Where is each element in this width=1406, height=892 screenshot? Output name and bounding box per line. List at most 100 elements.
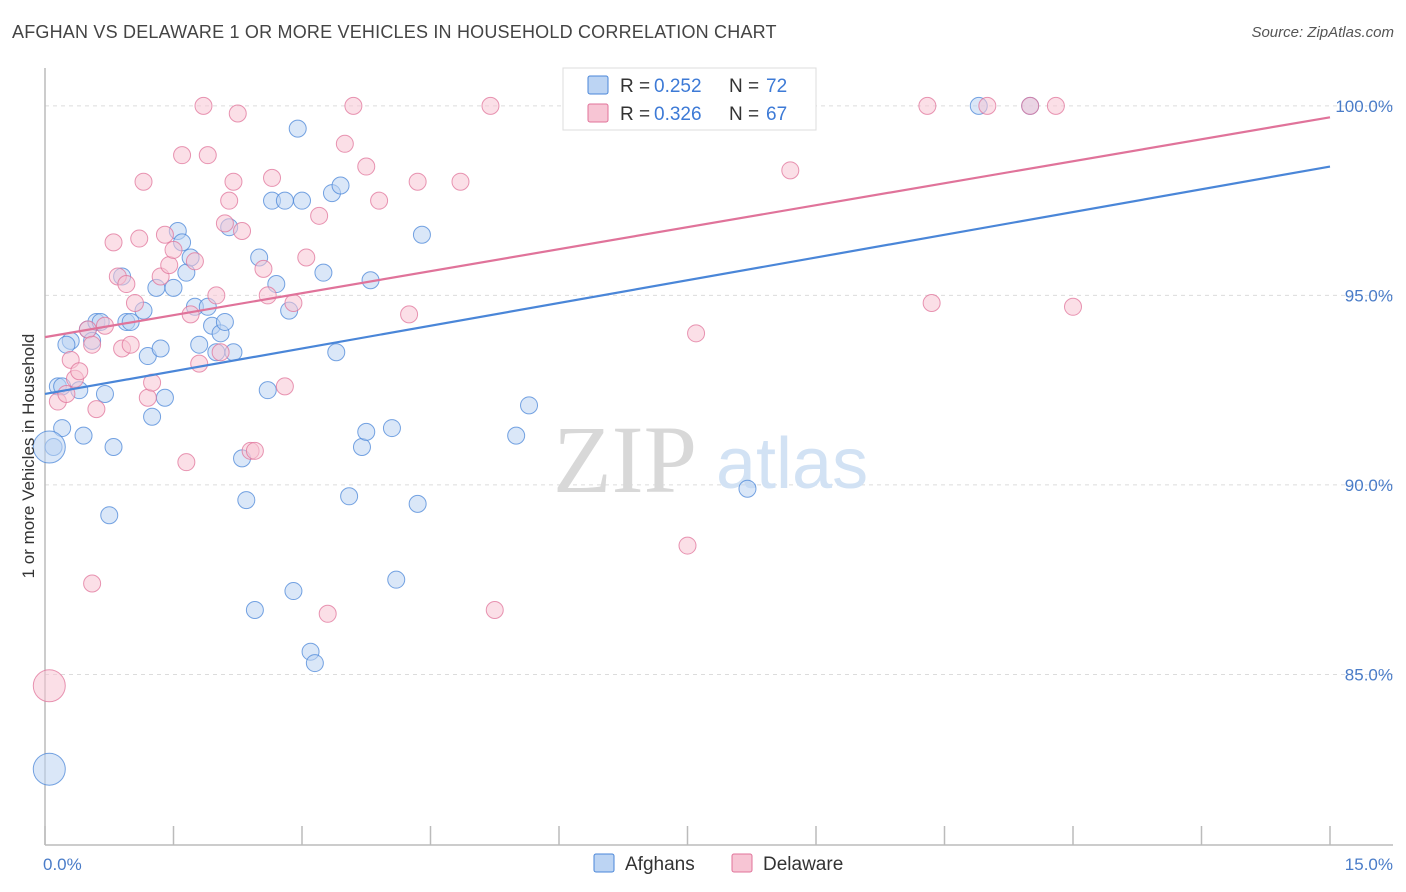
delaware-point (781, 161, 800, 180)
delaware-point (138, 388, 157, 407)
delaware-point (481, 96, 500, 115)
delaware-point (1064, 297, 1082, 316)
y-axis-label: 1 or more Vehicles in Household (19, 334, 38, 579)
delaware-point (318, 604, 337, 623)
afghans-point (100, 506, 119, 525)
delaware-point (335, 134, 354, 153)
legend-r-value-delaware: 0.326 (654, 104, 702, 125)
trend-lines (44, 116, 1331, 396)
afghans-point (258, 381, 277, 400)
delaware-point (918, 96, 937, 115)
delaware-point (185, 252, 204, 271)
delaware-point (1046, 96, 1065, 115)
afghans-point (387, 570, 406, 589)
delaware-point (485, 601, 504, 620)
afghans-point (143, 407, 162, 426)
x-tick-marks (44, 826, 1331, 845)
delaware-point (370, 191, 389, 210)
legend-n-value-afghans: 72 (766, 76, 787, 97)
chart-title: AFGHAN VS DELAWARE 1 OR MORE VEHICLES IN… (12, 22, 777, 42)
afghans-point (357, 422, 376, 441)
afghans-point (340, 487, 359, 506)
delaware-point (687, 324, 706, 343)
x-tick-label-max: 15.0% (1345, 855, 1393, 874)
delaware-point (263, 168, 282, 187)
delaware-point (190, 354, 209, 373)
afghans-point (284, 582, 303, 601)
afghans-point (520, 396, 539, 415)
delaware-point (297, 248, 316, 267)
delaware-point (177, 453, 196, 472)
afghans-point (104, 438, 123, 457)
afghans-point (215, 312, 234, 331)
afghans-point (408, 494, 427, 513)
delaware-point (344, 96, 363, 115)
afghans-point (237, 491, 256, 510)
legend-n-label-delaware: N = (729, 104, 759, 125)
afghans-point (190, 335, 209, 354)
afghans-point (32, 430, 66, 464)
delaware-point (164, 240, 183, 259)
bottom-legend-swatch-delaware (731, 853, 753, 873)
chart-source: Source: ZipAtlas.com (1251, 24, 1394, 41)
afghans-point (151, 339, 170, 358)
legend-r-label-delaware: R = (620, 104, 650, 125)
delaware-point (87, 400, 106, 419)
delaware-point (408, 172, 427, 191)
delaware-point (134, 172, 153, 191)
delaware-point (1021, 96, 1040, 115)
afghans-point (382, 419, 401, 438)
y-tick-label-90: 90.0% (1345, 476, 1393, 495)
delaware-point (211, 343, 230, 362)
afghans-point (305, 654, 324, 673)
delaware-point (215, 214, 234, 233)
bottom-legend-swatch-afghans (593, 853, 615, 873)
afghans-point (164, 278, 183, 297)
delaware-point (228, 104, 247, 123)
delaware-point (160, 256, 179, 275)
legend-swatch-afghans (587, 75, 609, 95)
delaware-point (70, 362, 89, 381)
delaware-point (125, 293, 144, 312)
delaware-point (130, 229, 149, 248)
series-delaware-points (32, 96, 1082, 703)
legend-r-label-afghans: R = (620, 76, 650, 97)
delaware-point (357, 157, 376, 176)
y-tick-labels: 85.0% 90.0% 95.0% 100.0% (1335, 97, 1393, 685)
delaware-point (181, 305, 200, 324)
delaware-point (310, 206, 329, 225)
delaware-point (32, 669, 66, 703)
delaware-point (233, 221, 252, 240)
y-tick-label-100: 100.0% (1335, 97, 1393, 116)
delaware-point (117, 275, 136, 294)
delaware-point (284, 293, 303, 312)
delaware-point (220, 191, 239, 210)
delaware-point (104, 233, 123, 252)
afghans-point (738, 479, 757, 498)
y-tick-label-85: 85.0% (1345, 665, 1393, 684)
delaware-point (400, 305, 419, 324)
afghans-point (155, 388, 174, 407)
legend-n-value-delaware: 67 (766, 104, 787, 125)
delaware-point (978, 96, 997, 115)
delaware-point (245, 441, 264, 460)
delaware-point (678, 536, 697, 555)
afghans-point (53, 419, 72, 438)
afghans-point (32, 752, 66, 786)
afghans-point (507, 426, 526, 445)
delaware-point (83, 335, 102, 354)
series-legend: Afghans Delaware (593, 853, 843, 875)
delaware-point (155, 225, 174, 244)
afghans-point (95, 384, 114, 403)
afghans-point (57, 335, 76, 354)
delaware-point (254, 259, 273, 278)
delaware-point (224, 172, 243, 191)
y-tick-label-95: 95.0% (1345, 286, 1393, 305)
afghans-point (331, 176, 350, 195)
afghans-point (275, 191, 294, 210)
correlation-legend: R = 0.252 N = 72 R = 0.326 N = 67 (562, 67, 817, 131)
afghans-point (74, 426, 93, 445)
delaware-point (194, 96, 213, 115)
delaware-point (207, 286, 226, 305)
